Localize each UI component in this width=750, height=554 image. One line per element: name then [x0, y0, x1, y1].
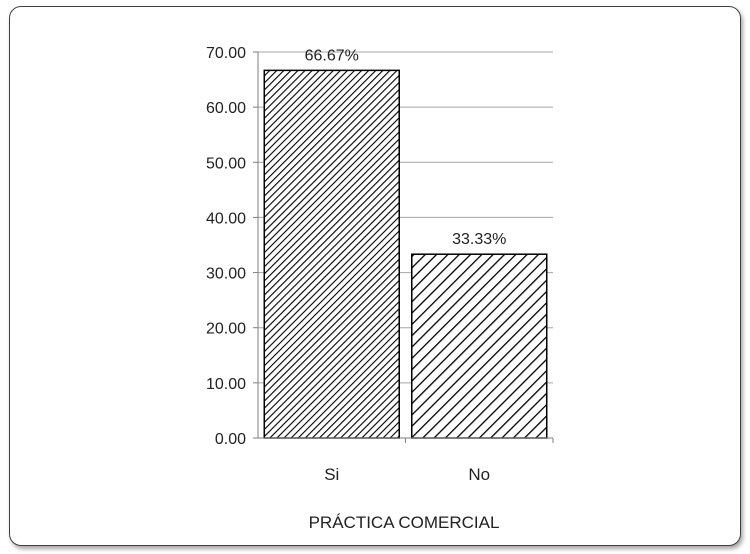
x-axis-title: PRÁCTICA COMERCIAL: [309, 513, 500, 532]
y-tick-label: 50.00: [206, 155, 246, 172]
y-tick-label: 40.00: [206, 210, 246, 227]
y-tick-label: 20.00: [206, 321, 246, 338]
y-tick-label: 30.00: [206, 266, 246, 283]
bar-si: [263, 69, 400, 439]
y-tick-label: 60.00: [206, 100, 246, 117]
x-tick-label: No: [468, 465, 490, 484]
data-labels: 66.67% 33.33%: [305, 47, 507, 248]
x-tick-labels: Si No: [324, 465, 490, 484]
data-label: 33.33%: [452, 231, 506, 248]
y-tick-label: 10.00: [206, 376, 246, 393]
y-tick-label: 70.00: [206, 45, 246, 62]
bar-no: [411, 253, 548, 439]
y-tick-labels: 0.00 10.00 20.00 30.00 40.00 50.00 60.00 70.00: [206, 45, 246, 448]
axes: [253, 51, 554, 443]
y-tick-label: 0.00: [215, 431, 246, 448]
x-tick-label: Si: [324, 465, 339, 484]
data-label: 66.67%: [305, 47, 359, 64]
bars: [263, 69, 548, 439]
